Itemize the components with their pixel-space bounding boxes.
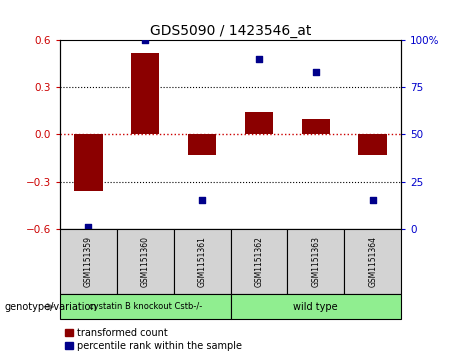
- Text: GSM1151359: GSM1151359: [84, 236, 93, 287]
- Text: genotype/variation: genotype/variation: [5, 302, 97, 312]
- Text: GSM1151361: GSM1151361: [198, 236, 207, 287]
- Bar: [60, 229, 117, 294]
- Text: GSM1151363: GSM1151363: [311, 236, 320, 287]
- Point: [85, 224, 92, 230]
- Bar: [174, 229, 230, 294]
- Bar: [301, 119, 330, 134]
- Bar: [230, 294, 401, 319]
- Point: [369, 197, 376, 203]
- Point: [142, 37, 149, 43]
- Text: wild type: wild type: [294, 302, 338, 312]
- Bar: [74, 134, 102, 191]
- Text: GSM1151360: GSM1151360: [141, 236, 150, 287]
- Point: [198, 197, 206, 203]
- Bar: [358, 134, 387, 155]
- Legend: transformed count, percentile rank within the sample: transformed count, percentile rank withi…: [65, 328, 242, 351]
- Point: [312, 69, 319, 75]
- Bar: [230, 229, 287, 294]
- Bar: [287, 229, 344, 294]
- Text: GSM1151364: GSM1151364: [368, 236, 377, 287]
- Bar: [131, 53, 160, 134]
- Bar: [344, 229, 401, 294]
- Title: GDS5090 / 1423546_at: GDS5090 / 1423546_at: [150, 24, 311, 37]
- Text: GSM1151362: GSM1151362: [254, 236, 263, 287]
- Point: [255, 56, 263, 62]
- Text: cystatin B knockout Cstb-/-: cystatin B knockout Cstb-/-: [89, 302, 202, 311]
- Bar: [60, 294, 230, 319]
- Bar: [117, 229, 174, 294]
- Bar: [188, 134, 216, 155]
- Bar: [245, 112, 273, 134]
